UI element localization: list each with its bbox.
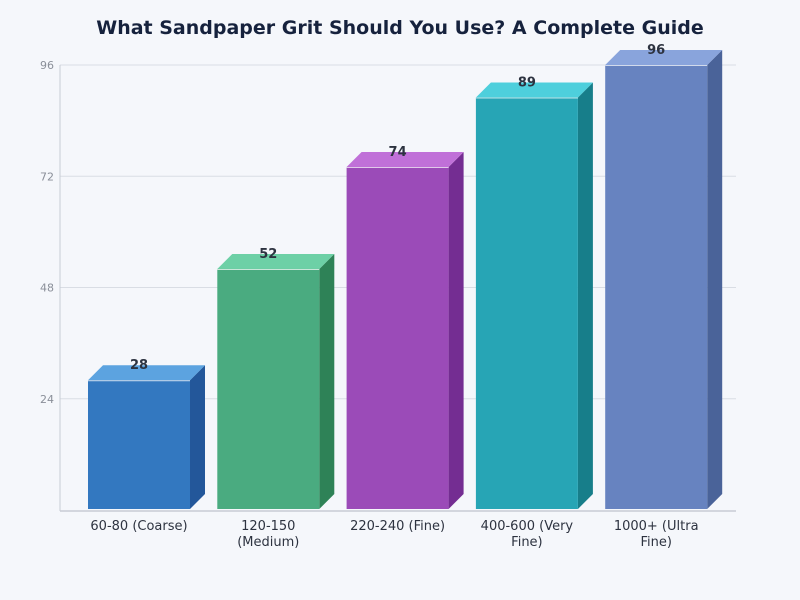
value-label: 52: [259, 247, 277, 262]
x-tick-label: (Medium): [237, 535, 299, 550]
bar-top: [346, 151, 464, 167]
bar-top: [217, 253, 335, 269]
x-tick-label: 60-80 (Coarse): [90, 519, 187, 534]
value-label: 89: [518, 75, 536, 90]
bar-group: 28 60-80 (Coarse): [88, 358, 205, 534]
x-tick-label: 120-150: [241, 519, 295, 534]
bar-side: [190, 365, 205, 509]
bar-side: [707, 50, 723, 509]
bar-side: [577, 82, 593, 510]
bar-side: [319, 253, 335, 509]
bar-top: [605, 50, 723, 65]
bar-group: 52 120-150(Medium): [217, 247, 335, 550]
bar: [346, 166, 449, 509]
y-tick-label: 48: [40, 282, 54, 295]
bars: 28 60-80 (Coarse) 52 120-150(Medium) 74 220-2…: [88, 43, 723, 550]
bar: [475, 97, 578, 510]
bar: [605, 65, 708, 509]
x-tick-label: 1000+ (Ultra: [614, 519, 699, 534]
x-tick-label: 400-600 (Very: [481, 519, 574, 534]
x-tick-label: 220-240 (Fine): [350, 519, 445, 534]
bar-top: [88, 365, 205, 381]
x-tick-label: Fine): [640, 535, 671, 550]
value-label: 28: [130, 358, 148, 373]
y-tick-label: 24: [40, 393, 54, 406]
chart-title: What Sandpaper Grit Should You Use? A Co…: [96, 17, 704, 39]
value-label: 74: [389, 145, 407, 160]
x-tick-label: Fine): [511, 535, 542, 550]
bar-top: [475, 82, 593, 98]
y-tick-label: 72: [40, 170, 54, 183]
bar: [217, 268, 320, 509]
value-label: 96: [647, 43, 665, 58]
bar: [88, 380, 190, 509]
y-tick-label: 96: [40, 59, 54, 72]
bar-side: [448, 151, 464, 509]
bar-group: 74 220-240 (Fine): [346, 145, 464, 534]
